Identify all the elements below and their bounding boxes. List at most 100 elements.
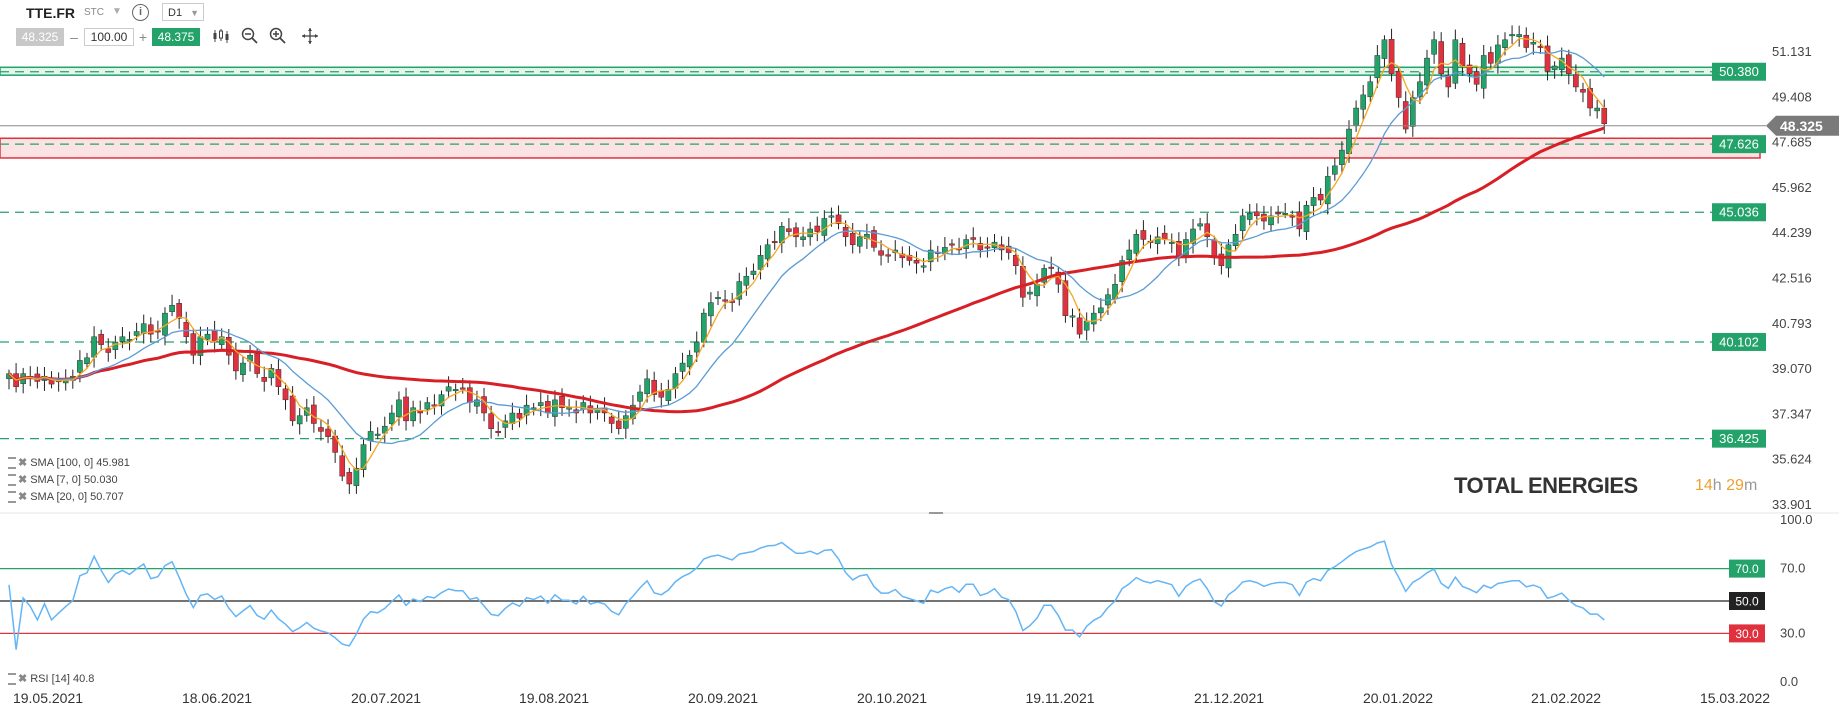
pan-icon[interactable] (300, 26, 320, 46)
remove-indicator-icon[interactable]: ✖ (18, 673, 28, 685)
level-label: 50.380 (1719, 64, 1759, 79)
rsi-level-badge (1729, 592, 1765, 610)
candle (1445, 68, 1452, 98)
candle (1594, 100, 1600, 119)
time-axis: 19.05.2021 18.06.2021 20.07.2021 19.08.2021… (13, 690, 1770, 706)
price-tick-label: 37.347 (1772, 406, 1812, 421)
legend-item-sma100: ✖ SMA [100, 0] 45.981 (8, 456, 130, 470)
candle (835, 205, 842, 230)
legend-item-sma7: ✖ SMA [7, 0] 50.030 (8, 473, 118, 487)
rsi-level-label: 50.0 (1735, 595, 1759, 609)
candle (1197, 217, 1203, 231)
zoom-in-icon[interactable] (268, 26, 288, 46)
sma-100-line (7, 126, 1605, 414)
sell-price-button[interactable]: 48.325 (16, 28, 64, 46)
candle (374, 427, 381, 440)
time-tick-label: 15.03.2022 (1700, 690, 1770, 706)
level-badge (1712, 135, 1766, 154)
timeframe-select[interactable]: ▼ D1 (162, 3, 204, 21)
rsi-tick-label: 0.0 (1780, 674, 1798, 689)
candle (1289, 210, 1296, 227)
quantity-input[interactable]: 100.00 (84, 28, 134, 46)
candle (1055, 266, 1062, 293)
session-timer: 14h 29m (1695, 477, 1758, 494)
candle (367, 421, 374, 451)
candle (1140, 220, 1147, 249)
candle (311, 396, 317, 433)
buy-price-button[interactable]: 48.375 (152, 28, 200, 46)
candle (708, 292, 714, 327)
level-label: 47.626 (1719, 137, 1759, 152)
level-zone (0, 66, 1761, 76)
remove-indicator-icon[interactable]: ✖ (18, 457, 28, 469)
drag-handle-icon[interactable] (8, 673, 16, 686)
candle (665, 379, 672, 406)
candle (445, 376, 452, 399)
candle (147, 317, 154, 343)
candle (1466, 54, 1473, 83)
legend-item-sma20: ✖ SMA [20, 0] 50.707 (8, 490, 124, 504)
price-tick-label: 42.516 (1772, 271, 1812, 286)
candle (1168, 233, 1175, 253)
decrease-quantity-button[interactable]: – (70, 29, 78, 45)
candle (878, 240, 884, 266)
candle (516, 408, 523, 428)
candle (1410, 90, 1416, 137)
candle (1580, 82, 1586, 103)
candle (821, 210, 828, 242)
legend-label: SMA [7, 0] 50.030 (30, 474, 118, 486)
candle (417, 400, 424, 424)
candle (885, 248, 891, 263)
drag-handle-icon[interactable] (8, 491, 16, 504)
candle (438, 390, 445, 415)
remove-indicator-icon[interactable]: ✖ (18, 491, 28, 503)
candle (1402, 91, 1409, 134)
candle (566, 399, 572, 417)
candle (1339, 141, 1345, 174)
candle (105, 338, 112, 362)
candle (1509, 25, 1515, 44)
candle (98, 329, 104, 352)
price-tick-label: 45.962 (1772, 180, 1812, 195)
time-tick-label: 18.06.2021 (182, 690, 252, 706)
candle (594, 404, 601, 420)
rsi-level-badge (1729, 559, 1765, 578)
symbol-dropdown-icon[interactable]: ▼ (112, 6, 122, 17)
increase-quantity-button[interactable]: + (138, 29, 148, 45)
price-tick-label: 47.685 (1772, 135, 1812, 150)
candle (1488, 46, 1494, 68)
price-axis: 51.131 49.408 47.685 45.962 44.239 42.516 40.7… (1772, 44, 1812, 512)
candle (1587, 78, 1593, 117)
candle (1360, 85, 1366, 120)
candle (1353, 100, 1359, 132)
candle (871, 226, 877, 252)
candle (261, 366, 268, 392)
candle (84, 352, 90, 369)
time-tick-label: 19.11.2021 (1025, 690, 1094, 706)
candle (1417, 72, 1423, 104)
candle (1438, 32, 1444, 80)
candle (1183, 232, 1189, 264)
zoom-out-icon[interactable] (240, 26, 260, 46)
candle (1098, 298, 1104, 322)
remove-indicator-icon[interactable]: ✖ (18, 474, 28, 486)
level-label: 36.425 (1719, 431, 1759, 446)
time-tick-label: 20.01.2022 (1363, 690, 1433, 706)
info-icon[interactable]: i (132, 4, 149, 21)
candle (942, 237, 948, 261)
level-badge (1712, 62, 1766, 81)
candle (722, 289, 728, 310)
drag-handle-icon[interactable] (8, 474, 16, 487)
candle (1254, 203, 1260, 226)
candle (190, 328, 197, 364)
candle (537, 392, 544, 417)
chart-type-icon[interactable] (211, 26, 231, 46)
candle (615, 410, 622, 435)
candle (523, 394, 530, 425)
drag-handle-icon[interactable] (8, 457, 16, 470)
candle (849, 222, 856, 254)
candle (970, 227, 977, 248)
legend-label: SMA [100, 0] 45.981 (30, 457, 130, 469)
candle (353, 457, 360, 494)
